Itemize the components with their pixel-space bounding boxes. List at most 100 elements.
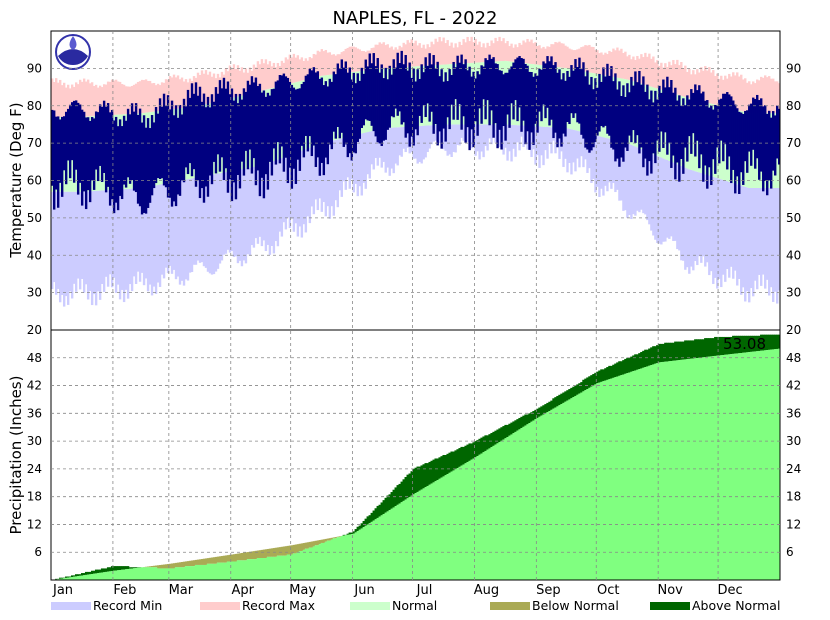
record-max-bar (160, 82, 164, 111)
above-normal-bar (452, 451, 455, 471)
record-max-bar (350, 46, 353, 73)
record-max-bar (604, 52, 607, 76)
above-normal-bar (672, 342, 675, 361)
record-min-bar (448, 124, 451, 155)
normal-precip-bar (486, 449, 489, 580)
precipitation-top-tick-label: 20 (27, 323, 42, 337)
record-min-bar (134, 188, 138, 284)
record-min-bar (182, 179, 186, 286)
above-normal-bar (758, 335, 761, 351)
record-max-bar (504, 43, 507, 61)
normal-precip-bar (728, 354, 731, 580)
record-max-bar (430, 41, 433, 66)
above-normal-bar (412, 468, 415, 495)
record-min-bar (592, 134, 595, 179)
record-max-bar (580, 47, 583, 71)
above-normal-bar (58, 577, 62, 579)
record-max-bar (234, 68, 238, 98)
normal-precip-bar (294, 553, 298, 580)
record-max-bar (490, 40, 493, 62)
record-min-bar (364, 132, 367, 189)
observed-bar (732, 100, 735, 170)
record-max-bar (196, 72, 200, 107)
record-min-bar (226, 171, 230, 250)
observed-bar (222, 77, 226, 181)
chart-title: NAPLES, FL - 2022 (332, 8, 497, 29)
record-max-bar (346, 47, 349, 73)
record-min-bar (658, 156, 661, 244)
observed-bar (74, 100, 78, 170)
below-normal-bar (278, 547, 282, 556)
record-min-bar (218, 173, 222, 264)
above-normal-bar (78, 574, 82, 576)
normal-precip-bar (286, 554, 290, 580)
observed-bar (168, 109, 172, 198)
observed-bar (592, 89, 595, 148)
normal-precip-bar (626, 373, 629, 580)
record-max-bar (484, 47, 487, 63)
observed-bar (734, 104, 737, 194)
above-normal-bar (84, 571, 88, 575)
record-max-bar (470, 36, 473, 63)
observed-bar (632, 85, 635, 131)
record-min-bar (450, 124, 453, 157)
observed-bar (434, 68, 437, 125)
record-max-bar (610, 51, 613, 77)
above-normal-bar (720, 336, 723, 356)
record-max-bar (268, 61, 272, 89)
record-max-bar (752, 81, 755, 114)
normal-precip-bar (472, 458, 475, 580)
normal-precip-bar (712, 356, 715, 580)
record-max-bar (440, 41, 443, 65)
normal-precip-bar (616, 376, 619, 580)
normal-precip-bar (468, 460, 471, 580)
normal-precip-bar (192, 566, 196, 580)
observed-bar (134, 103, 138, 193)
normal-precip-bar (432, 482, 435, 580)
observed-bar (770, 117, 773, 189)
record-min-bar (128, 188, 132, 285)
above-normal-bar (588, 376, 591, 388)
above-normal-bar (636, 354, 639, 370)
normal-precip-bar (108, 571, 112, 580)
above-normal-bar (770, 334, 773, 350)
record-min-bar (184, 179, 188, 280)
record-max-bar (320, 49, 324, 76)
record-max-bar (696, 69, 699, 101)
above-normal-bar (740, 335, 743, 353)
record-max-bar (192, 76, 196, 107)
observed-bar (100, 106, 104, 182)
above-normal-bar (454, 450, 457, 470)
normal-precip-bar (74, 576, 78, 580)
record-min-bar (348, 136, 351, 189)
below-normal-bar (302, 543, 306, 550)
normal-precip-bar (216, 562, 220, 580)
above-normal-bar (564, 391, 567, 402)
observed-bar (682, 98, 685, 174)
record-min-bar (248, 167, 252, 256)
record-min-bar (754, 187, 757, 281)
record-min-bar (136, 188, 140, 272)
record-max-bar (774, 81, 777, 114)
normal-precip-bar (146, 567, 150, 580)
record-min-bar (330, 140, 334, 207)
normal-precip-bar (682, 359, 685, 580)
observed-bar (376, 58, 379, 143)
record-max-bar (140, 79, 144, 114)
observed-bar (702, 91, 705, 182)
observed-bar (206, 96, 210, 197)
record-min-bar (620, 141, 623, 201)
normal-precip-bar (98, 572, 102, 580)
observed-bar (132, 111, 136, 191)
observed-bar (382, 78, 385, 141)
record-max-bar (88, 83, 92, 117)
above-normal-bar (490, 433, 493, 448)
observed-bar (58, 119, 62, 183)
precipitation-tick-label: 24 (27, 462, 42, 476)
precipitation-tick-label-right: 6 (786, 545, 794, 559)
record-min-bar (84, 191, 88, 285)
observed-bar (270, 89, 274, 176)
observed-bar (102, 100, 106, 173)
normal-precip-bar (736, 353, 739, 580)
observed-bar (316, 71, 320, 158)
